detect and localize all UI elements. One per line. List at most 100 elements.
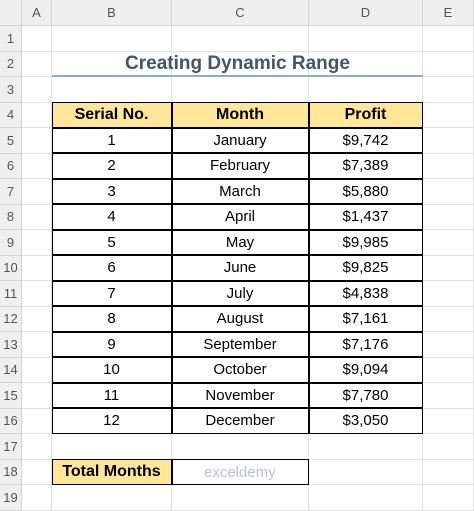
cell [423,408,474,434]
row-header: 6 [0,153,22,179]
cell [22,26,52,52]
table-cell: $9,742 [308,127,423,153]
row-header: 17 [0,434,22,460]
row-header: 10 [0,255,22,281]
row-header: 15 [0,383,22,409]
table-cell: $9,985 [308,229,423,255]
row-header: 11 [0,281,22,307]
cell [22,434,52,460]
table-cell: 8 [51,306,172,332]
cell [22,179,52,205]
cell [309,459,423,485]
cell [22,485,52,511]
title: Creating Dynamic Range [125,53,350,75]
cell [423,179,474,205]
cell [22,51,52,77]
cell [423,485,474,511]
total-label: Total Months [51,459,172,485]
table-cell: $4,838 [308,280,423,306]
cell [423,281,474,307]
column-header: E [423,0,474,26]
table-cell: 3 [51,178,172,204]
cell [22,281,52,307]
row-header: 18 [0,459,22,485]
table-cell: $9,825 [308,255,423,281]
table-cell: April [171,204,309,230]
cell [22,230,52,256]
table-cell: 11 [51,382,172,408]
row-header: 19 [0,485,22,511]
cell [309,26,423,52]
table-cell: January [171,127,309,153]
cell [52,434,172,460]
table-cell: December [171,408,309,434]
table-cell: 4 [51,204,172,230]
table-header: Month [171,102,309,128]
cell [423,459,474,485]
row-header: 9 [0,230,22,256]
column-header: D [309,0,423,26]
row-header: 16 [0,408,22,434]
cell [423,102,474,128]
cell [172,434,309,460]
cell [22,128,52,154]
cell [172,77,309,103]
watermark: exceldemy [204,463,276,481]
cell [423,383,474,409]
cell [309,77,423,103]
cell [423,332,474,358]
table-cell: 7 [51,280,172,306]
table-cell: July [171,280,309,306]
cell [309,408,423,434]
table-cell: June [171,255,309,281]
cell [423,26,474,52]
cell [423,128,474,154]
row-header: 14 [0,357,22,383]
row-header: 3 [0,77,22,103]
cell [423,204,474,230]
table-cell: March [171,178,309,204]
table-cell: 2 [51,153,172,179]
cell [423,153,474,179]
cell [52,485,172,511]
table-cell: 9 [51,331,172,357]
cell [22,153,52,179]
column-header: B [52,0,172,26]
table-cell: November [171,382,309,408]
cell [309,485,423,511]
cell [22,357,52,383]
table-header: Profit [308,102,423,128]
table-cell: 12 [51,408,172,434]
row-header: 2 [0,51,22,77]
table-cell: $7,176 [308,331,423,357]
cell [423,51,474,77]
cell [423,306,474,332]
cell [423,357,474,383]
row-header: 1 [0,26,22,52]
row-header: 4 [0,102,22,128]
total-value [171,459,309,485]
cell [22,459,52,485]
row-header: 5 [0,128,22,154]
table-cell: $3,050 [308,408,423,434]
table-cell: 6 [51,255,172,281]
table-cell: $7,780 [308,382,423,408]
row-header: 7 [0,179,22,205]
table-cell: October [171,357,309,383]
table-cell: May [171,229,309,255]
table-header: Serial No. [51,102,172,128]
cell [22,102,52,128]
cell [172,485,309,511]
cell [22,408,52,434]
row-header: 13 [0,332,22,358]
corner [0,0,22,26]
cell [423,77,474,103]
row-header: 12 [0,306,22,332]
cell [172,459,309,485]
cell [22,306,52,332]
table-cell: $1,437 [308,204,423,230]
cell [22,332,52,358]
cell [423,434,474,460]
table-cell: August [171,306,309,332]
